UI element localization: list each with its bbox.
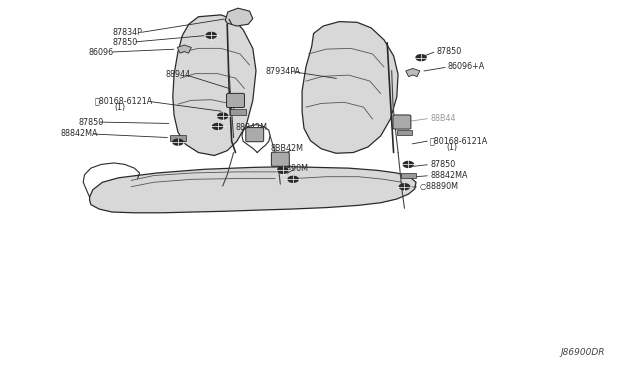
Circle shape (399, 184, 410, 190)
Text: 88842M: 88842M (236, 123, 268, 132)
Polygon shape (170, 135, 186, 141)
Circle shape (278, 167, 288, 173)
Text: 87850: 87850 (436, 47, 461, 56)
Text: Ⓝ80168-6121A: Ⓝ80168-6121A (95, 97, 153, 106)
Circle shape (173, 139, 183, 145)
Polygon shape (302, 22, 398, 153)
Text: 86096: 86096 (88, 48, 113, 57)
Circle shape (206, 32, 216, 38)
Text: (1): (1) (447, 143, 458, 152)
Polygon shape (230, 109, 246, 115)
Circle shape (416, 55, 426, 61)
Text: 86096+A: 86096+A (448, 62, 485, 71)
Text: 88944: 88944 (165, 70, 190, 79)
Text: Ⓝ80168-6121A: Ⓝ80168-6121A (430, 136, 488, 145)
FancyBboxPatch shape (227, 93, 244, 108)
Circle shape (212, 124, 223, 129)
Polygon shape (177, 45, 191, 53)
Circle shape (218, 113, 228, 119)
Text: 88B44: 88B44 (430, 114, 456, 123)
Text: 87850: 87850 (430, 160, 455, 169)
Text: 8BB42M: 8BB42M (270, 144, 303, 153)
Polygon shape (406, 68, 420, 77)
Circle shape (403, 161, 413, 167)
Polygon shape (173, 15, 256, 155)
Polygon shape (90, 167, 416, 213)
FancyBboxPatch shape (246, 128, 264, 142)
Polygon shape (397, 130, 412, 135)
Text: (1): (1) (114, 103, 125, 112)
Text: 88842MA: 88842MA (430, 171, 468, 180)
Text: 87834P: 87834P (113, 28, 143, 37)
Text: 87850: 87850 (78, 118, 103, 126)
Polygon shape (401, 173, 416, 178)
Text: 88842MA: 88842MA (61, 129, 99, 138)
Text: 88890M: 88890M (276, 164, 308, 173)
Text: ○88890M: ○88890M (419, 182, 458, 191)
Text: 87850: 87850 (113, 38, 138, 46)
Text: J86900DR: J86900DR (560, 348, 605, 357)
FancyBboxPatch shape (271, 152, 289, 166)
Circle shape (288, 176, 298, 182)
Polygon shape (225, 8, 253, 26)
Text: 87934PA: 87934PA (266, 67, 301, 76)
FancyBboxPatch shape (393, 115, 411, 129)
